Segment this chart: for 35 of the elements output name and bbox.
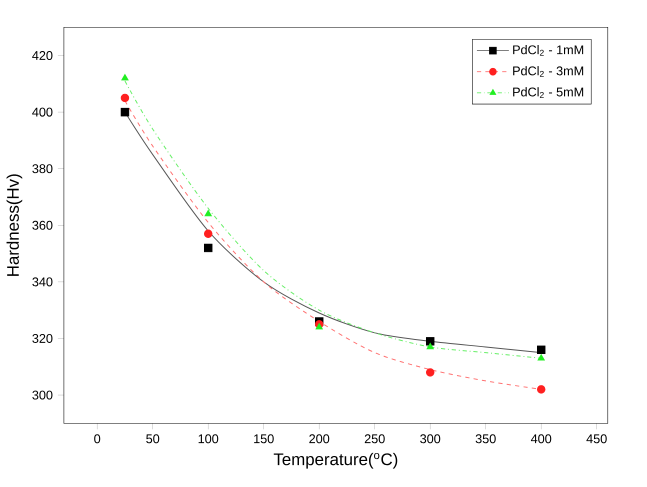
x-tick-label: 350 [476, 434, 496, 444]
point [120, 108, 130, 116]
y-tick-label: 400 [32, 108, 52, 116]
point [536, 385, 546, 394]
x-tick-label: 100 [198, 434, 218, 444]
y-tick-label: 300 [32, 390, 52, 400]
x-tick-label: 250 [364, 434, 385, 444]
x-tick-label: 0 [94, 434, 100, 444]
point [120, 94, 130, 102]
y-axis-title: Hardness(Hv) [6, 174, 22, 276]
point [316, 322, 323, 330]
y-tick-label: 380 [32, 164, 52, 174]
point [426, 342, 434, 350]
point [538, 354, 545, 360]
point [204, 210, 212, 216]
x-tick-label: 200 [309, 434, 330, 444]
x-tick-label: 450 [586, 434, 607, 444]
x-tick-label: 150 [254, 434, 274, 444]
point [426, 336, 434, 346]
x-tick-label: 50 [146, 434, 160, 444]
point [536, 345, 546, 354]
legend-label: PdCl$_{2}$ - 5mM [513, 87, 584, 98]
legend-label: PdCl$_{2}$ - 1mM [513, 44, 584, 56]
point [204, 229, 212, 238]
legend-label: PdCl$_{2}$ - 3mM [513, 66, 584, 77]
point [204, 244, 212, 252]
y-tick-label: 320 [32, 334, 52, 343]
y-tick-label: 360 [32, 220, 52, 230]
point [121, 74, 129, 80]
y-tick-label: 420 [32, 50, 52, 60]
y-tick-label: 340 [32, 277, 52, 286]
x-axis-title: Temperature($^{o}$C) [274, 452, 398, 468]
point [426, 368, 434, 377]
x-tick-label: 300 [420, 434, 440, 444]
x-tick-label: 400 [530, 434, 552, 444]
